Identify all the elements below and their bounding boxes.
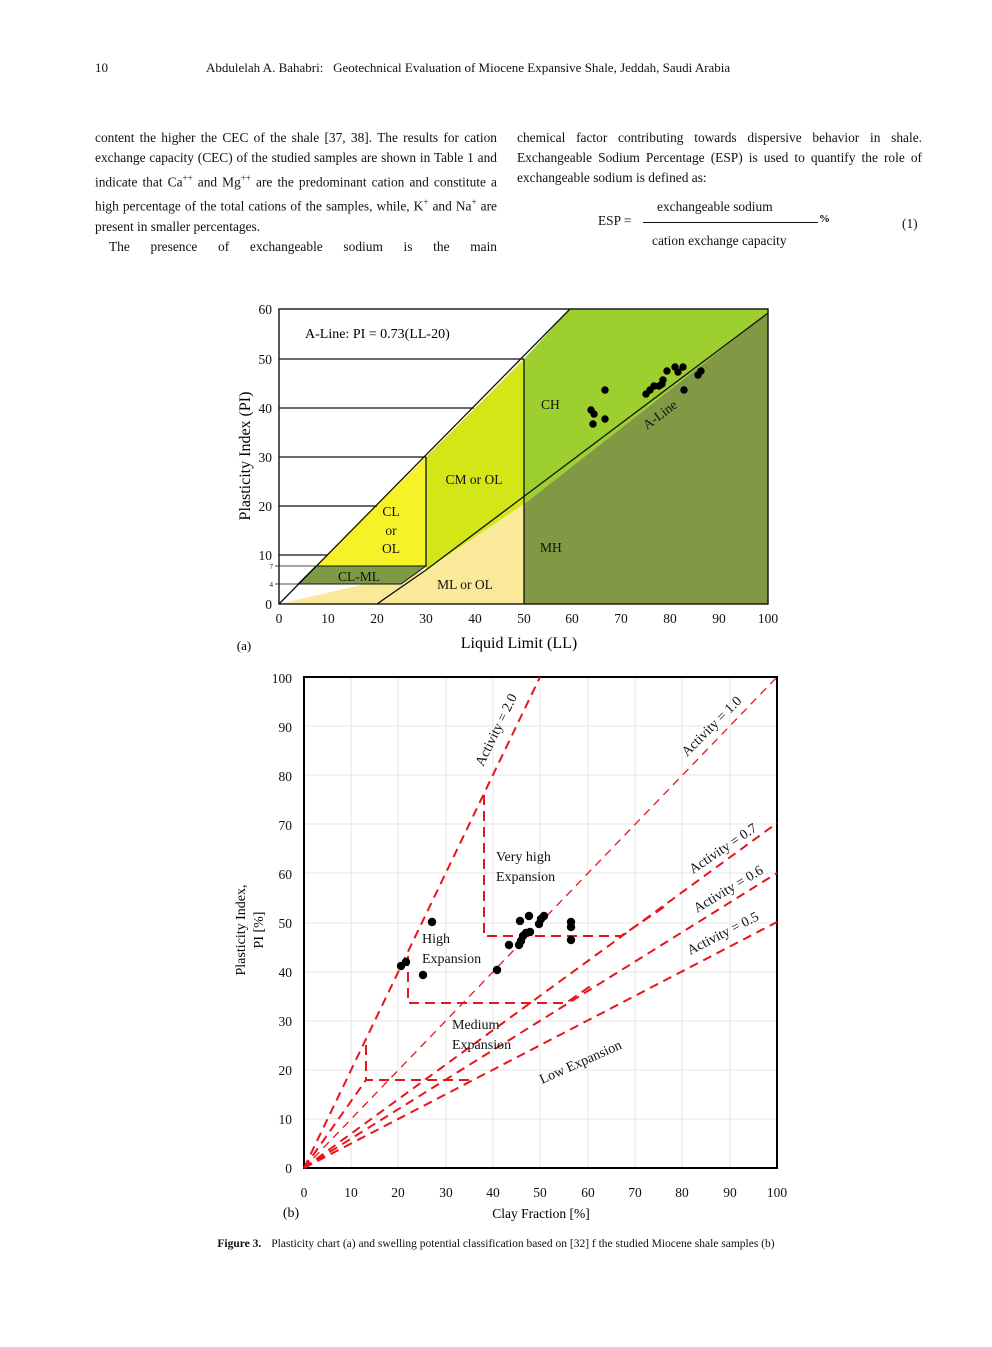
svg-text:Expansion: Expansion — [496, 870, 555, 885]
svg-text:60: 60 — [259, 302, 273, 317]
fraction-bar — [643, 222, 818, 223]
svg-text:70: 70 — [279, 818, 293, 833]
y-axis-label: Plasticity Index (PI) — [237, 392, 254, 521]
svg-text:10: 10 — [279, 1112, 293, 1127]
plasticity-chart: 0 10 20 30 40 50 60 4 7 0 10 20 30 40 50… — [237, 302, 779, 653]
svg-text:4: 4 — [270, 581, 274, 589]
paragraph: The presence of exchangeable sodium is t… — [109, 238, 497, 254]
data-points — [587, 363, 705, 428]
svg-text:Expansion: Expansion — [422, 952, 481, 967]
a-line-equation: A-Line: PI = 0.73(LL-20) — [305, 327, 450, 342]
svg-text:CL-ML: CL-ML — [338, 569, 380, 584]
svg-text:100: 100 — [767, 1185, 788, 1200]
svg-text:80: 80 — [663, 611, 677, 626]
svg-text:90: 90 — [279, 720, 293, 735]
svg-text:20: 20 — [370, 611, 384, 626]
data-points — [396, 911, 576, 980]
left-column: content the higher the CEC of the shale … — [95, 128, 497, 257]
panel-label: (a) — [237, 638, 251, 653]
svg-text:0: 0 — [276, 611, 283, 626]
svg-text:10: 10 — [321, 611, 335, 626]
x-axis-label: Liquid Limit (LL) — [461, 635, 577, 652]
svg-text:0: 0 — [285, 1161, 292, 1176]
svg-text:Activity = 0.5: Activity = 0.5 — [685, 910, 762, 959]
svg-text:50: 50 — [279, 916, 293, 931]
right-column: chemical factor contributing towards dis… — [517, 128, 922, 188]
equation-denominator: cation exchange capacity — [652, 233, 787, 248]
svg-text:Activity = 1.0: Activity = 1.0 — [679, 694, 745, 760]
swelling-potential-chart: 0 10 20 30 40 50 60 70 80 90 100 0 10 20… — [234, 671, 788, 1221]
svg-text:CM or OL: CM or OL — [446, 472, 503, 487]
svg-text:70: 70 — [628, 1185, 642, 1200]
zone-boundaries — [365, 795, 668, 1081]
x-axis-label: Clay Fraction [%] — [492, 1206, 589, 1221]
activity-0.6-line — [303, 872, 778, 1169]
y-axis-label: Plasticity Index, — [234, 885, 249, 976]
svg-text:50: 50 — [533, 1185, 547, 1200]
svg-text:50: 50 — [517, 611, 531, 626]
svg-text:CL: CL — [382, 504, 399, 519]
paragraph: content the higher the CEC of the shale … — [95, 130, 497, 234]
svg-text:40: 40 — [468, 611, 482, 626]
svg-text:20: 20 — [259, 499, 273, 514]
svg-text:40: 40 — [259, 401, 273, 416]
svg-text:50: 50 — [259, 352, 273, 367]
svg-text:70: 70 — [614, 611, 628, 626]
svg-text:MH: MH — [540, 540, 562, 555]
svg-text:Low Expansion: Low Expansion — [538, 1038, 625, 1088]
grid-lines — [275, 358, 524, 585]
svg-text:CH: CH — [541, 397, 560, 412]
paragraph: chemical factor contributing towards dis… — [517, 130, 922, 185]
svg-text:20: 20 — [391, 1185, 405, 1200]
svg-text:40: 40 — [486, 1185, 500, 1200]
svg-text:100: 100 — [758, 611, 779, 626]
svg-text:30: 30 — [279, 1014, 293, 1029]
svg-text:30: 30 — [439, 1185, 453, 1200]
svg-text:60: 60 — [565, 611, 579, 626]
svg-text:or: or — [385, 523, 397, 538]
svg-text:40: 40 — [279, 965, 293, 980]
svg-text:90: 90 — [723, 1185, 737, 1200]
svg-text:80: 80 — [675, 1185, 689, 1200]
panel-label: (b) — [283, 1206, 300, 1221]
equation-lhs: ESP = — [598, 213, 632, 228]
activity-0.7-line — [303, 822, 778, 1169]
svg-text:High: High — [422, 932, 450, 947]
svg-text:7: 7 — [270, 563, 274, 571]
y-axis-label-unit: PI [%] — [252, 912, 267, 949]
svg-text:10: 10 — [344, 1185, 358, 1200]
activity-2-line — [303, 676, 541, 1169]
equation-numerator: exchangeable sodium — [657, 199, 773, 214]
running-title: Abdulelah A. Bahabri: Geotechnical Evalu… — [206, 60, 731, 75]
svg-text:20: 20 — [279, 1063, 293, 1078]
equation-unit: % — [819, 213, 830, 225]
svg-text:Expansion: Expansion — [452, 1038, 511, 1053]
svg-text:90: 90 — [712, 611, 726, 626]
svg-text:100: 100 — [272, 671, 293, 686]
svg-text:0: 0 — [265, 597, 272, 612]
page-number: 10 — [95, 60, 108, 75]
svg-text:ML or OL: ML or OL — [437, 577, 493, 592]
svg-text:0: 0 — [301, 1185, 308, 1200]
svg-text:30: 30 — [419, 611, 433, 626]
svg-text:10: 10 — [259, 548, 273, 563]
svg-text:80: 80 — [279, 769, 293, 784]
svg-text:30: 30 — [259, 450, 273, 465]
svg-text:Very high: Very high — [496, 850, 551, 865]
figure-caption: Figure 3. Plasticity chart (a) and swelli… — [217, 1238, 775, 1250]
svg-text:60: 60 — [581, 1185, 595, 1200]
activity-lines — [303, 676, 778, 1169]
svg-text:OL: OL — [382, 541, 400, 556]
svg-text:Medium: Medium — [452, 1018, 500, 1033]
equation-number: (1) — [902, 216, 918, 231]
svg-text:60: 60 — [279, 867, 293, 882]
